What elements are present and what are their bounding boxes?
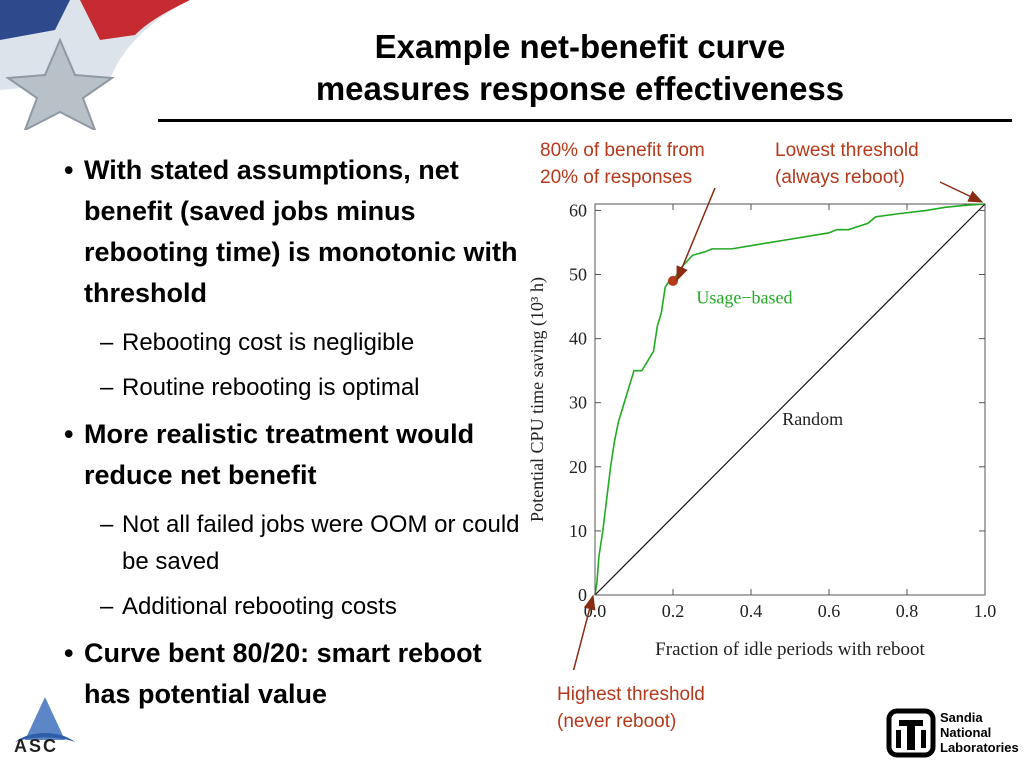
x-axis-label: Fraction of idle periods with reboot (655, 639, 925, 660)
bullet-2-sub-1-text: Not all failed jobs were OOM or could be… (122, 511, 520, 575)
arrow-pareto (676, 187, 716, 282)
title-underline (158, 119, 1012, 122)
bullet-1-text: With stated assumptions, net benefit (sa… (84, 155, 518, 308)
sandia-line-3: Laboratories (940, 740, 1019, 755)
bullet-1-sub-2: – Routine rebooting is optimal (100, 374, 420, 401)
y-tick-label: 60 (569, 200, 587, 220)
bullet-3: • Curve bent 80/20: smart reboot has pote… (64, 638, 482, 709)
title-line-2: measures response effectiveness (315, 70, 845, 107)
bullet-2-sub-2-text: Additional rebooting costs (122, 593, 397, 620)
bullet-2-sub-1: – Not all failed jobs were OOM or could b… (100, 511, 520, 575)
bullet-3-text: Curve bent 80/20: smart reboot has poten… (84, 638, 482, 709)
bullet-1-sub-1: – Rebooting cost is negligible (100, 329, 415, 356)
lowest-line-2: (always reboot) (775, 167, 905, 188)
arrow-highest (572, 594, 596, 670)
series-label-random: Random (782, 409, 843, 429)
asc-logo: ASC (10, 692, 80, 762)
y-tick-label: 20 (569, 457, 587, 477)
bullet-1-sub-1-text: Rebooting cost is negligible (122, 329, 415, 356)
pareto-point-marker (668, 275, 678, 286)
x-tick-label: 0.8 (896, 601, 919, 621)
pareto-line-1: 80% of benefit from (540, 140, 705, 161)
bullet-1: • With stated assumptions, net benefit (s… (64, 155, 518, 308)
y-axis-label: Potential CPU time saving (10³ h) (527, 277, 548, 522)
highest-line-2: (never reboot) (557, 711, 677, 732)
sandia-wordmark: Sandia National Laboratories (940, 710, 1019, 755)
bullet-1-sub-2-text: Routine rebooting is optimal (122, 374, 420, 401)
asc-swoosh-icon (15, 697, 75, 742)
y-tick-label: 10 (569, 521, 587, 541)
y-tick-label: 30 (569, 393, 587, 413)
bullet-2: • More realistic treatment would reduce n… (64, 419, 475, 490)
sandia-line-2: National (940, 725, 992, 740)
x-tick-label: 0.6 (818, 601, 841, 621)
series-label-usage-based: Usage−based (696, 287, 792, 307)
sandia-line-1: Sandia (940, 710, 983, 725)
series-line-random (594, 203, 986, 596)
arrow-lowest (939, 181, 984, 203)
y-tick-label: 50 (569, 265, 587, 285)
bullet-2-sub-2: – Additional rebooting costs (100, 593, 397, 620)
highest-line-1: Highest threshold (557, 684, 705, 705)
x-tick-label: 0.4 (740, 601, 763, 621)
plot-frame (594, 203, 986, 596)
lowest-line-1: Lowest threshold (775, 140, 919, 161)
y-tick-label: 40 (569, 329, 587, 349)
pareto-line-2: 20% of responses (540, 167, 693, 188)
title-line-1: Example net-benefit curve (374, 28, 786, 65)
asc-label: ASC (14, 736, 59, 756)
pareto-annotation: 80% of benefit from 20% of responses (540, 137, 705, 191)
star-flag-icon (0, 0, 190, 130)
sandia-logo (886, 708, 936, 758)
lowest-threshold-annotation: Lowest threshold (always reboot) (775, 137, 919, 191)
highest-threshold-annotation: Highest threshold (never reboot) (557, 681, 705, 735)
bullet-list: • With stated assumptions, net benefit (s… (60, 150, 520, 725)
slide-title: Example net-benefit curve measures respo… (200, 26, 960, 110)
x-tick-label: 1.0 (974, 601, 997, 621)
y-tick-label: 0 (578, 585, 587, 605)
bullet-2-text: More realistic treatment would reduce ne… (84, 419, 475, 490)
x-tick-label: 0.2 (662, 601, 685, 621)
